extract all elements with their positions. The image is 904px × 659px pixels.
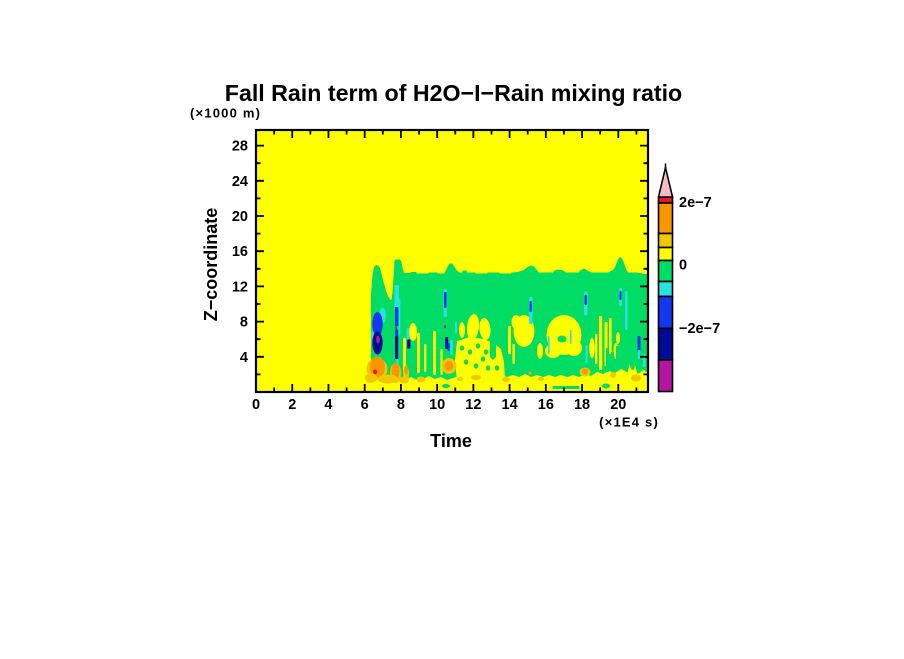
svg-text:12: 12: [465, 397, 481, 413]
svg-text:14: 14: [502, 397, 518, 413]
svg-text:16: 16: [232, 244, 248, 260]
svg-text:16: 16: [538, 397, 554, 413]
svg-text:(×1000 m): (×1000 m): [190, 106, 261, 121]
svg-text:6: 6: [361, 397, 369, 413]
svg-text:(×1E4 s): (×1E4 s): [599, 415, 659, 430]
svg-text:0: 0: [252, 397, 260, 413]
svg-text:0: 0: [679, 258, 687, 274]
svg-text:2e−7: 2e−7: [679, 195, 712, 211]
svg-text:10: 10: [429, 397, 445, 413]
svg-text:12: 12: [232, 279, 248, 295]
svg-text:Z−coordinate: Z−coordinate: [201, 208, 221, 322]
svg-text:2: 2: [288, 397, 296, 413]
svg-text:Time: Time: [430, 431, 472, 451]
svg-text:28: 28: [232, 139, 248, 155]
svg-text:4: 4: [324, 397, 332, 413]
svg-text:8: 8: [240, 315, 248, 331]
svg-text:−2e−7: −2e−7: [679, 321, 720, 337]
svg-text:Fall Rain term of H2O−I−Rain m: Fall Rain term of H2O−I−Rain mixing rati…: [225, 80, 682, 106]
svg-text:20: 20: [610, 397, 626, 413]
svg-text:20: 20: [232, 209, 248, 225]
svg-text:4: 4: [240, 350, 248, 366]
svg-text:24: 24: [232, 174, 248, 190]
svg-text:18: 18: [574, 397, 590, 413]
svg-text:8: 8: [397, 397, 405, 413]
